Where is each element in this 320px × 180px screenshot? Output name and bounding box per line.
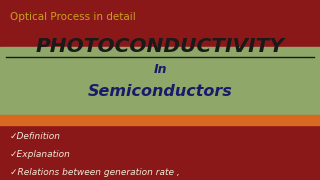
- Text: Semiconductors: Semiconductors: [88, 84, 232, 99]
- Text: PHOTOCONDUCTIVITY: PHOTOCONDUCTIVITY: [36, 37, 284, 56]
- Text: ✓Explanation: ✓Explanation: [10, 150, 70, 159]
- Text: ✓Relations between generation rate ,
  absorption coefficient & intensity: ✓Relations between generation rate , abs…: [10, 168, 179, 180]
- Bar: [0, 115, 320, 125]
- Bar: [0, 47, 320, 116]
- Text: ✓Definition: ✓Definition: [10, 132, 60, 141]
- Text: In: In: [153, 63, 167, 76]
- Text: Optical Process in detail: Optical Process in detail: [10, 12, 135, 22]
